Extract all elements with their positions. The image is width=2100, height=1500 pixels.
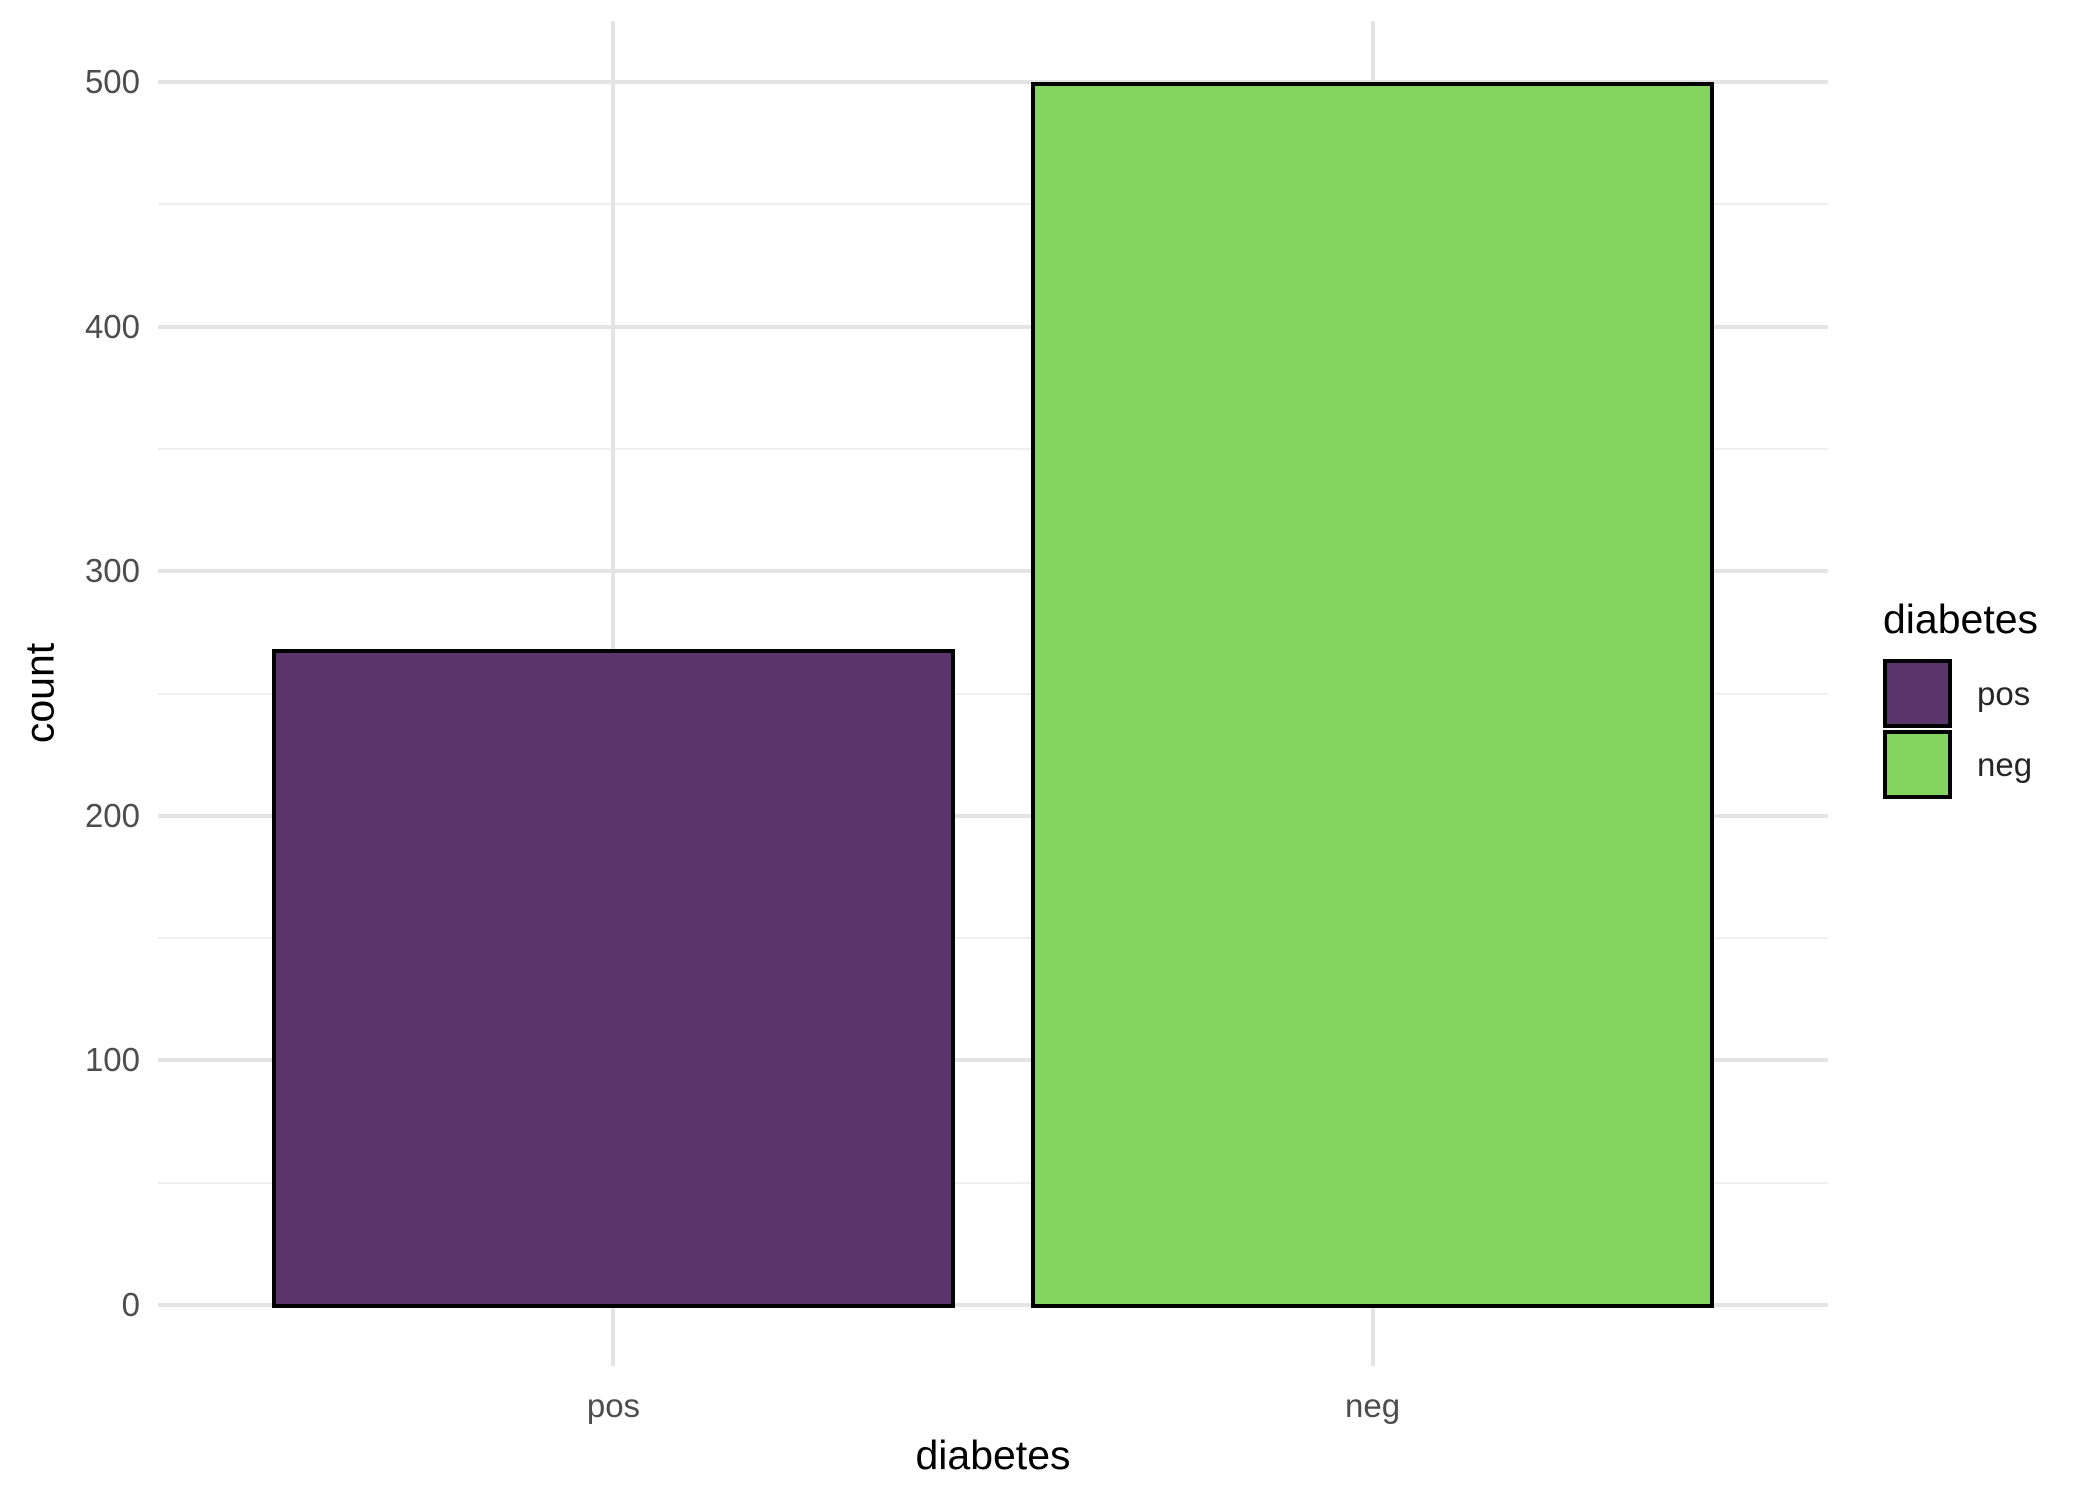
gridline-minor-h (158, 692, 1828, 695)
legend-title: diabetes (1883, 596, 2039, 642)
plot-panel (158, 21, 1828, 1366)
y-tick-label: 300 (84, 552, 140, 590)
y-tick-label: 400 (84, 307, 140, 345)
y-tick-label: 200 (84, 796, 140, 834)
gridline-minor-h (158, 1181, 1828, 1184)
gridline-major-h (158, 1303, 1828, 1307)
y-tick-label: 100 (84, 1041, 140, 1079)
gridline-major-h (158, 324, 1828, 329)
gridline-major-h (158, 1058, 1828, 1063)
gridline-major-h (158, 569, 1828, 574)
x-tick-label: pos (586, 1387, 641, 1424)
legend-entry: neg (1883, 730, 2038, 799)
x-tick-label: neg (1345, 1387, 1401, 1424)
legend-key-pos (1883, 659, 1952, 728)
legend-label: pos (1977, 674, 2031, 712)
gridline-major-h (158, 80, 1828, 84)
gridline-minor-h (158, 447, 1828, 450)
legend-entries: pos neg (1883, 659, 2038, 799)
gridline-minor-h (158, 203, 1828, 206)
legend-label: neg (1977, 745, 2033, 783)
y-tick-label: 0 (121, 1286, 140, 1323)
bar-pos (271, 649, 956, 1308)
y-tick-label: 500 (84, 63, 140, 100)
x-axis-title: diabetes (915, 1432, 1071, 1478)
legend-entry: pos (1883, 659, 2038, 728)
legend-key-neg (1883, 730, 1952, 799)
gridline-major-h (158, 813, 1828, 818)
bar-neg (1030, 82, 1715, 1308)
y-axis-title: count (16, 642, 63, 744)
gridline-minor-h (158, 937, 1828, 940)
legend: diabetes pos neg (1883, 596, 2038, 801)
